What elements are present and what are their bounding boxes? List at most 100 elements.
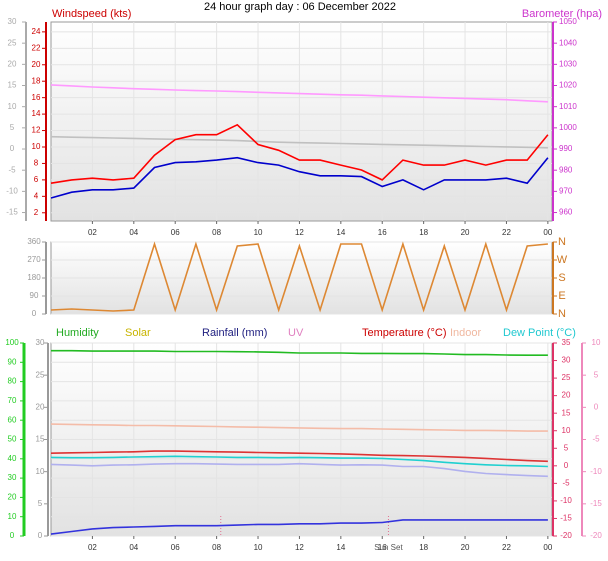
x-tick-label: 12 (295, 228, 304, 237)
y-tick-label: 180 (27, 273, 41, 282)
axis-title: Windspeed (kts) (52, 8, 131, 20)
y-tick-label: 8 (34, 159, 39, 168)
y-tick-label: S (558, 272, 565, 284)
x-tick-label: 00 (543, 543, 552, 552)
x-tick-label: 04 (129, 543, 138, 552)
y-tick-label: -5 (8, 165, 16, 174)
series-line (50, 135, 548, 149)
y-tick-label: 15 (36, 435, 45, 444)
x-tick-label: 14 (336, 228, 345, 237)
y-tick-label: 0 (38, 531, 43, 540)
series-line (50, 156, 549, 199)
y-tick-label: 10 (8, 102, 17, 111)
y-tick-label: -15 (590, 499, 602, 508)
x-tick-label: 08 (212, 543, 221, 552)
y-tick-label: 90 (30, 291, 39, 300)
axis-title: Humidity (56, 327, 99, 339)
series-line (50, 450, 548, 463)
y-tick-label: 5 (10, 123, 15, 132)
y-tick-label: 5 (564, 443, 569, 452)
y-tick-label: 0 (32, 309, 37, 318)
y-tick-label: 30 (562, 356, 571, 365)
y-tick-label: 80 (8, 377, 17, 386)
y-tick-label: 5 (594, 370, 599, 379)
x-tick-label: 18 (419, 543, 428, 552)
y-tick-label: 1040 (559, 38, 577, 47)
y-tick-label: 20 (562, 391, 571, 400)
y-tick-label: -5 (562, 478, 570, 487)
y-tick-label: 25 (8, 38, 17, 47)
y-tick-label: 0 (10, 531, 15, 540)
x-tick-label: 04 (129, 228, 138, 237)
y-tick-label: 30 (36, 338, 45, 347)
x-tick-label: 22 (502, 543, 511, 552)
axis-title: Dew Point (°C) (503, 327, 576, 339)
x-tick-label: 12 (295, 543, 304, 552)
y-tick-label: W (557, 254, 568, 266)
x-tick-label: 10 (254, 228, 263, 237)
y-tick-label: 6 (34, 175, 39, 184)
y-tick-label: N (558, 308, 566, 320)
series-line (51, 349, 548, 356)
y-tick-label: 14 (32, 109, 41, 118)
y-tick-label: 1050 (559, 17, 577, 26)
x-tick-label: 06 (171, 228, 180, 237)
series-line (50, 519, 548, 535)
axis-title: Rainfall (mm) (202, 327, 267, 339)
x-tick-label: 02 (88, 228, 97, 237)
y-tick-label: 0 (564, 461, 569, 470)
y-tick-label: 0 (594, 402, 599, 411)
y-tick-label: -10 (6, 186, 18, 195)
y-tick-label: -20 (590, 531, 602, 540)
y-tick-label: 20 (36, 402, 45, 411)
y-tick-label: 70 (8, 396, 17, 405)
axis-title: Temperature (°C) (362, 327, 446, 339)
series-line (50, 123, 549, 184)
y-tick-label: 25 (36, 370, 45, 379)
y-tick-label: 970 (559, 186, 573, 195)
y-tick-label: 10 (592, 338, 601, 347)
y-tick-label: 12 (32, 126, 41, 135)
y-tick-label: 25 (562, 373, 571, 382)
y-tick-label: 18 (32, 76, 41, 85)
axis-title: Solar (125, 327, 151, 339)
y-tick-label: 5 (38, 499, 43, 508)
y-tick-label: N (558, 236, 566, 248)
y-tick-label: 980 (559, 165, 573, 174)
x-tick-label: 00 (543, 228, 552, 237)
y-tick-label: 990 (559, 144, 573, 153)
y-tick-label: -15 (560, 514, 572, 523)
x-tick-label: 02 (88, 543, 97, 552)
y-tick-label: 50 (8, 435, 17, 444)
y-tick-label: 2 (34, 208, 39, 217)
y-tick-label: 270 (27, 255, 41, 264)
chart-title: 24 hour graph day : 06 December 2022 (204, 1, 396, 13)
x-tick-label: 22 (502, 228, 511, 237)
y-tick-label: 60 (8, 415, 17, 424)
y-tick-label: 15 (562, 408, 571, 417)
x-tick-label: 10 (254, 543, 263, 552)
y-tick-label: 1030 (559, 59, 577, 68)
y-tick-label: -5 (592, 435, 600, 444)
series-line (50, 241, 548, 313)
y-tick-label: 20 (8, 59, 17, 68)
y-tick-label: 10 (32, 142, 41, 151)
x-tick-label: 06 (171, 543, 180, 552)
axis-title: Indoor (450, 327, 482, 339)
y-tick-label: 360 (27, 237, 41, 246)
y-tick-label: 10 (8, 512, 17, 521)
x-tick-label: 14 (336, 543, 345, 552)
y-tick-label: 10 (36, 467, 45, 476)
series-line (50, 455, 548, 468)
y-tick-label: -15 (6, 208, 18, 217)
annotation: Sun Set (374, 543, 403, 552)
y-tick-label: 15 (8, 81, 17, 90)
y-tick-label: 35 (562, 338, 571, 347)
y-tick-label: 90 (8, 357, 17, 366)
y-tick-label: 1010 (559, 102, 577, 111)
y-tick-label: 20 (32, 60, 41, 69)
y-tick-label: -20 (560, 531, 572, 540)
axis-title: Barometer (hpa) (522, 8, 602, 20)
x-tick-label: 20 (461, 228, 470, 237)
x-tick-label: 18 (419, 228, 428, 237)
